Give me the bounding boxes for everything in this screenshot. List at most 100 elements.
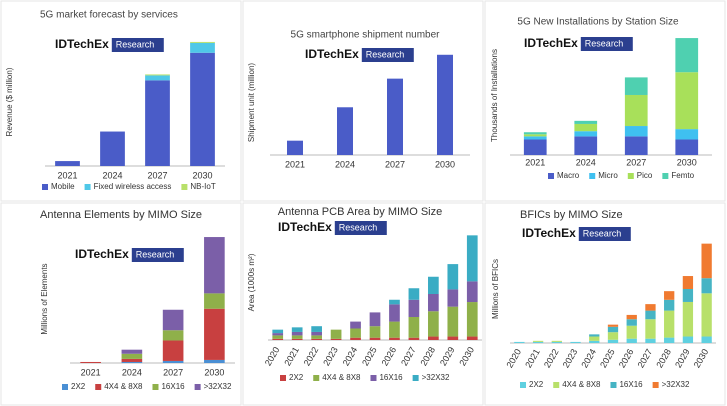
brand-tag-box bbox=[111, 38, 164, 52]
brand-tag: Research bbox=[116, 39, 155, 49]
bar bbox=[682, 336, 694, 343]
bar bbox=[162, 340, 184, 361]
legend-swatch bbox=[652, 382, 659, 388]
legend-label: 2X2 bbox=[289, 373, 304, 382]
bar bbox=[701, 336, 712, 343]
bar bbox=[408, 337, 420, 340]
x-tick-label: 2030 bbox=[204, 367, 224, 377]
bar bbox=[523, 136, 547, 140]
legend-swatch bbox=[553, 382, 560, 388]
brand: IDTechEx bbox=[75, 247, 129, 261]
legend-label: 2X2 bbox=[71, 382, 86, 391]
bar bbox=[204, 308, 225, 360]
legend-label: >32X32 bbox=[204, 382, 232, 391]
legend-swatch bbox=[627, 173, 634, 179]
bar bbox=[645, 310, 656, 320]
bar bbox=[626, 314, 637, 320]
bar bbox=[447, 306, 459, 337]
bar bbox=[589, 334, 600, 337]
brand-tag-box bbox=[361, 48, 414, 62]
chart-title: Antenna PCB Area by MIMO Size bbox=[278, 206, 442, 218]
bar bbox=[589, 336, 600, 341]
bar bbox=[80, 361, 101, 363]
bar bbox=[701, 293, 712, 337]
legend-label: 16X16 bbox=[379, 373, 403, 382]
y-axis-label: Millions of Elements bbox=[40, 263, 49, 334]
brand: IDTechEx bbox=[305, 47, 359, 61]
legend-swatch bbox=[152, 384, 159, 390]
bar bbox=[389, 299, 400, 305]
bar bbox=[337, 107, 353, 155]
legend-label: >32X32 bbox=[422, 373, 450, 382]
panel bbox=[0, 0, 242, 202]
brand: IDTechEx bbox=[55, 37, 109, 51]
y-axis-label: Area (1000s m²) bbox=[247, 253, 256, 311]
y-axis-label: Thousands of Installations bbox=[490, 49, 499, 142]
bar bbox=[311, 331, 322, 336]
brand: IDTechEx bbox=[522, 226, 576, 240]
x-tick-label: 2029 bbox=[438, 345, 457, 367]
bar bbox=[624, 94, 648, 127]
bar bbox=[204, 359, 225, 363]
legend-label: Femto bbox=[671, 171, 694, 180]
chart-title: 5G market forecast by services bbox=[40, 10, 178, 21]
bar bbox=[428, 336, 439, 340]
chart-title: 5G smartphone shipment number bbox=[291, 30, 441, 41]
x-tick-label: 2029 bbox=[673, 347, 692, 369]
bar bbox=[645, 304, 656, 311]
bar bbox=[664, 299, 675, 311]
bar bbox=[389, 321, 400, 338]
legend-label: Fixed wireless access bbox=[94, 182, 172, 191]
legend-swatch bbox=[610, 382, 617, 388]
bar bbox=[121, 353, 143, 359]
x-tick-label: 2024 bbox=[122, 367, 142, 377]
bar bbox=[330, 338, 342, 340]
bar bbox=[701, 243, 712, 279]
bar bbox=[389, 337, 400, 340]
panel bbox=[484, 202, 726, 406]
bar bbox=[369, 337, 381, 340]
x-tick-label: 2030 bbox=[457, 345, 476, 367]
bar bbox=[311, 326, 322, 332]
bar bbox=[291, 338, 303, 340]
bar bbox=[272, 335, 284, 339]
x-tick-label: 2030 bbox=[435, 159, 455, 169]
legend-swatch bbox=[62, 384, 68, 390]
x-tick-label: 2030 bbox=[677, 157, 697, 167]
bar bbox=[272, 333, 284, 336]
bar bbox=[664, 337, 675, 343]
x-tick-label: 2024 bbox=[341, 345, 360, 367]
x-tick-label: 2021 bbox=[285, 159, 305, 169]
bar bbox=[589, 340, 600, 343]
brand-tag: Research bbox=[366, 49, 405, 59]
legend-label: NB-IoT bbox=[190, 182, 215, 191]
bar bbox=[145, 80, 170, 166]
x-tick-label: 2021 bbox=[81, 367, 101, 377]
bar bbox=[624, 136, 648, 155]
legend-label: 16X16 bbox=[161, 382, 185, 391]
legend-swatch bbox=[412, 375, 419, 381]
bar bbox=[570, 341, 581, 343]
panel bbox=[242, 0, 484, 202]
bar bbox=[428, 311, 439, 337]
panel bbox=[0, 202, 242, 406]
legend-swatch bbox=[95, 384, 102, 390]
bar bbox=[551, 341, 562, 343]
bar bbox=[350, 328, 361, 338]
legend-label: Macro bbox=[557, 171, 580, 180]
bar bbox=[624, 126, 648, 137]
legend-label: 16X16 bbox=[619, 380, 643, 389]
bar bbox=[162, 309, 184, 331]
bar bbox=[272, 329, 284, 334]
bar bbox=[523, 134, 547, 137]
x-tick-label: 2027 bbox=[385, 159, 405, 169]
brand-tag: Research bbox=[136, 249, 175, 259]
legend-label: 4X4 & 8X8 bbox=[322, 373, 361, 382]
bar bbox=[100, 131, 125, 166]
legend-swatch bbox=[181, 184, 188, 190]
bar bbox=[291, 327, 303, 332]
brand-tag-box bbox=[334, 221, 387, 235]
bar bbox=[272, 338, 284, 340]
bar bbox=[675, 129, 699, 140]
legend-label: Micro bbox=[598, 171, 618, 180]
